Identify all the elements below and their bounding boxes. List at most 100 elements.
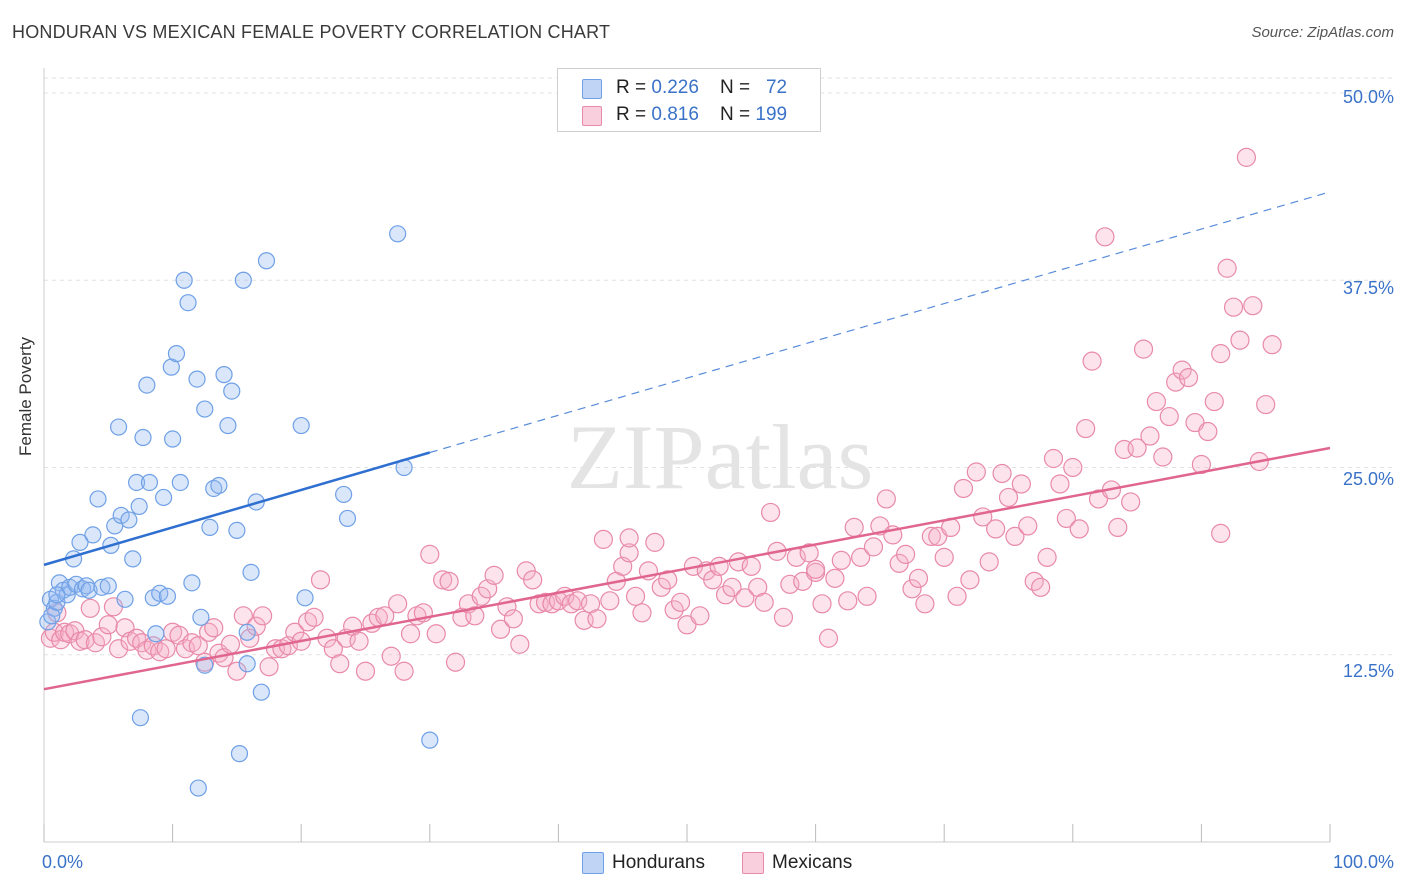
mexican-point [805,559,826,579]
mexican-point [851,547,871,567]
mexican-point [838,591,858,611]
mexican-point [1133,339,1154,359]
mexican-point [1198,421,1218,442]
honduran-point [99,577,117,595]
mexican-point [812,594,832,614]
mexican-point [523,570,543,590]
mexican-point [1256,394,1276,415]
mexican-point [400,624,421,644]
blue-swatch-icon [582,852,604,874]
mexican-point [600,591,620,611]
mexican-point [921,526,941,547]
n-value: 199 [755,104,788,125]
mexican-point [1082,351,1102,371]
honduran-point [189,779,207,797]
mexican-point [754,592,774,612]
honduran-point [252,683,270,701]
mexican-point [818,628,839,648]
r-label: R = [616,77,652,98]
honduran-point [389,225,407,243]
mexican-point [1140,426,1160,446]
mexican-point [220,634,241,654]
honduran-point [196,656,214,674]
mexican-point [1178,368,1199,388]
mexican-point [426,624,446,644]
mexican-point [304,607,324,627]
mexican-point [246,616,266,636]
honduran-point [179,294,197,312]
mexican-point [1236,147,1257,167]
mexican-point [503,609,523,629]
n-label: N = [720,104,756,125]
mexican-point [896,544,916,564]
honduran-point [215,366,233,384]
mexican-point [1076,418,1096,439]
honduran-point [124,550,142,568]
honduran-point [192,608,210,626]
mexican-point [998,487,1019,508]
honduran-point [171,473,189,492]
mexican-point [902,579,922,599]
honduran-point [138,376,156,394]
mexican-point [741,556,761,576]
mexican-point [108,639,129,659]
honduran-point [140,473,159,492]
mexican-point [960,570,980,590]
mexican-point [876,489,896,509]
mexican-point [986,519,1006,539]
y-axis-label: Female Poverty [16,336,35,456]
honduran-point [196,400,214,418]
mexican-point [1211,523,1231,544]
mexican-point [1146,391,1166,412]
honduran-point [230,745,249,763]
y-tick-label: 37.5% [1342,278,1394,298]
mexican-point [1005,526,1025,547]
honduran-point [228,521,246,540]
r-value: 0.816 [651,104,699,125]
y-tick-label: 25.0% [1342,469,1394,489]
mexican-point [1211,344,1231,364]
honduran-point [167,345,186,363]
honduran-point [131,709,150,727]
n-value: 72 [765,77,788,98]
honduran-point [296,589,314,607]
mexican-point [1050,474,1070,494]
mexican-point [715,585,736,605]
blue-swatch-icon [582,79,602,99]
r-value: 0.226 [651,77,699,98]
mexican-point [484,565,504,585]
honduran-point [130,497,148,516]
honduran-point [89,490,107,508]
honduran-point [338,509,357,528]
y-tick-label: 50.0% [1342,87,1394,107]
mexican-point [439,571,459,591]
honduran-point [84,526,102,544]
mexican-point [1243,296,1263,316]
mexican-point [844,517,864,538]
mexican-point [992,463,1012,484]
mexican-point [1230,330,1250,350]
mexican-point [760,502,781,523]
honduran-point [188,370,206,388]
mexican-point [1056,508,1076,529]
honduran-point [183,574,201,592]
hondurans-trend-extension [429,191,1331,454]
mexican-point [394,661,414,681]
mexican-point [619,528,639,548]
mexican-point [690,606,710,626]
mexican-point [188,636,208,656]
mexican-point [388,594,408,614]
honduran-point [205,479,223,498]
honduran-point [120,511,138,529]
correlation-legend: R = 0.226 N = 72 R = 0.816 N = 199 [557,68,821,132]
mexican-point [240,628,260,648]
honduran-point [175,271,193,289]
mexican-point [253,606,273,626]
mexican-point [445,652,466,672]
mexican-point [1217,258,1237,278]
mexican-point [471,586,491,606]
mexican-point [98,615,118,635]
mexican-point [966,462,986,482]
mexican-point [355,661,376,681]
